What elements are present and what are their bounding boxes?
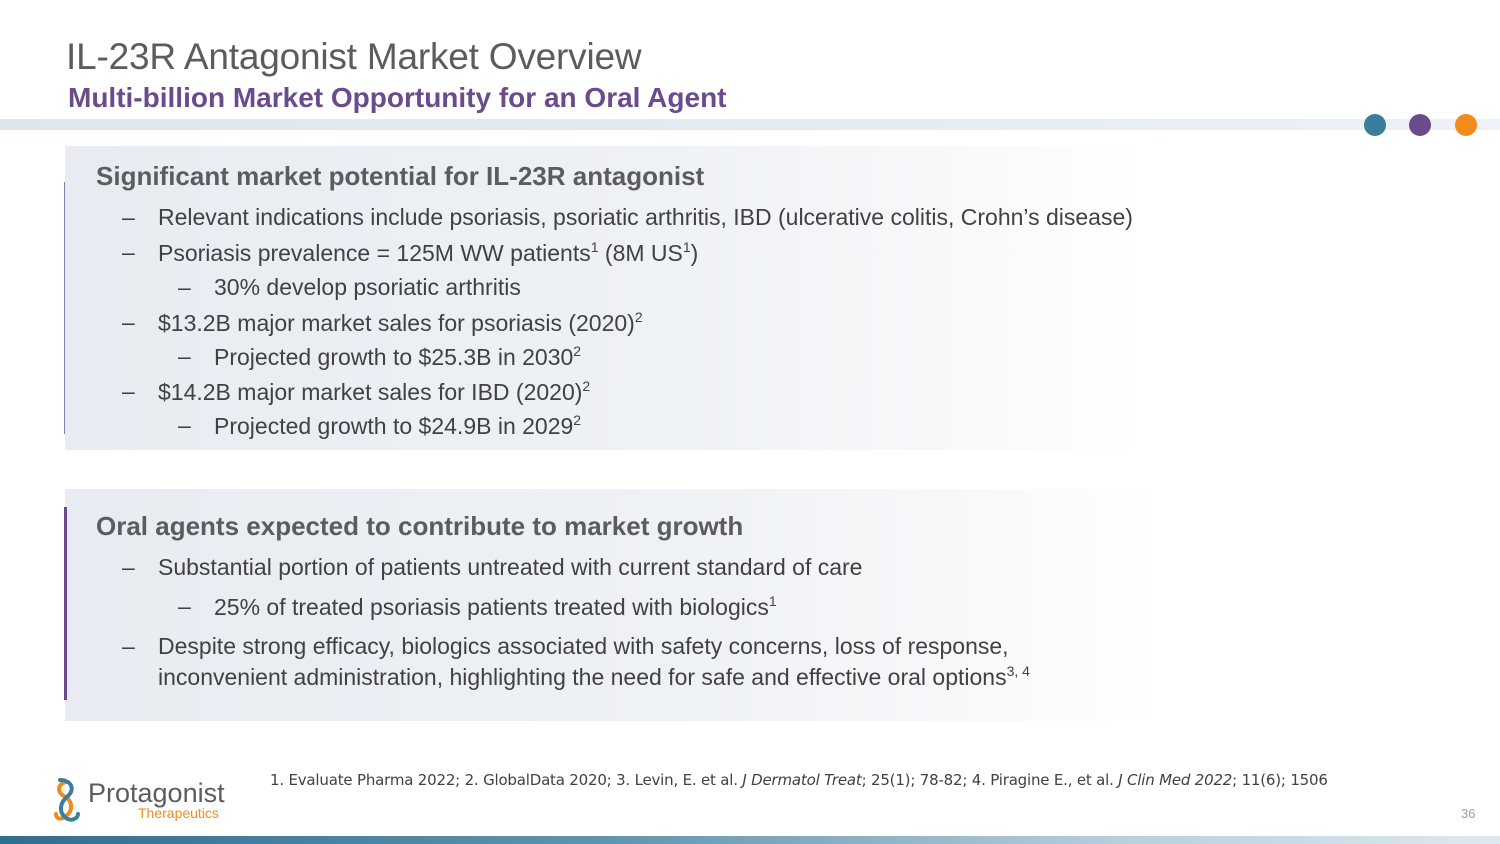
market-potential-panel — [65, 146, 1145, 450]
oral-agents-heading: Oral agents expected to contribute to ma… — [96, 511, 744, 541]
logo-wordmark: Protagonist — [88, 778, 225, 808]
purple-dot-icon — [1409, 114, 1431, 136]
page-number: 36 — [1461, 806, 1476, 821]
footer-band — [0, 836, 1500, 844]
slide-subtitle: Multi-billion Market Opportunity for an … — [68, 82, 727, 113]
references-footnote: 1. Evaluate Pharma 2022; 2. GlobalData 2… — [270, 771, 1328, 789]
orange-dot-icon — [1455, 114, 1477, 136]
teal-dot-icon — [1364, 114, 1386, 136]
panel-accent-bar — [64, 182, 65, 434]
market-potential-heading: Significant market potential for IL-23R … — [96, 161, 705, 191]
header-band — [0, 119, 1500, 130]
slide-title: IL-23R Antagonist Market Overview — [66, 36, 642, 77]
panel-accent-bar — [64, 507, 67, 700]
logo-subtitle: Therapeutics — [138, 805, 219, 821]
oral-agents-panel — [65, 489, 1165, 721]
protagonist-logo-icon — [54, 778, 80, 822]
